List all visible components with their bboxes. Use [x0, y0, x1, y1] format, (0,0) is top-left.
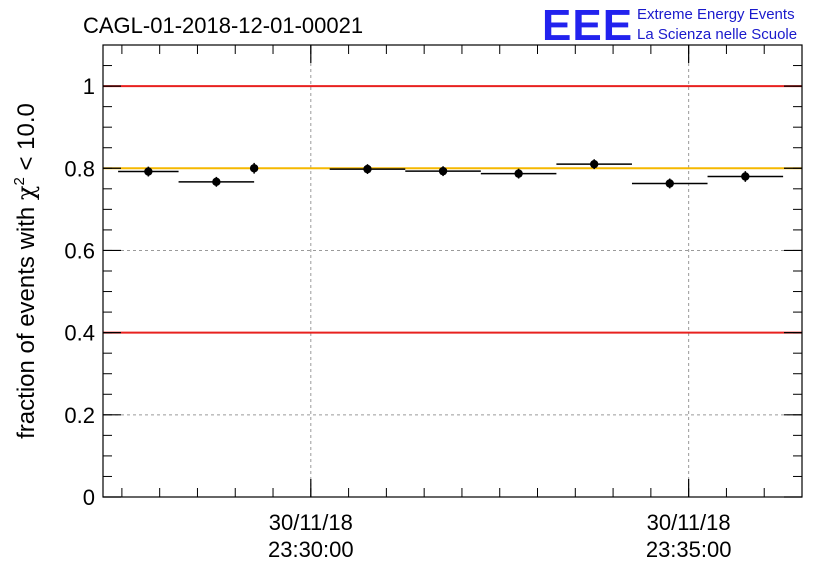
- point-marker: [212, 177, 221, 187]
- y-tick-label: 1: [83, 74, 95, 99]
- run-id-title: CAGL-01-2018-12-01-00021: [83, 13, 363, 38]
- x-tick-label-date: 30/11/18: [647, 510, 731, 535]
- y-axis-title: fraction of events with χ2 < 10.0: [11, 103, 40, 439]
- x-tick-label-date: 30/11/18: [269, 510, 353, 535]
- axis-ticks: [103, 44, 802, 498]
- point-marker: [438, 166, 448, 176]
- point-marker: [665, 179, 674, 188]
- eee-logo: EEE Extreme Energy Events La Scienza nel…: [542, 1, 797, 50]
- point-marker: [741, 172, 750, 181]
- point-marker: [589, 159, 599, 169]
- x-tick-label-time: 23:30:00: [268, 537, 354, 562]
- data-point: [631, 178, 708, 189]
- logo-eee-text: EEE: [542, 1, 633, 50]
- logo-line-1: Extreme Energy Events: [637, 6, 795, 23]
- point-marker: [249, 164, 259, 173]
- data-point: [556, 159, 632, 170]
- plot-frame: [102, 44, 803, 498]
- y-tick-label: 0: [83, 485, 95, 510]
- data-point: [329, 164, 406, 175]
- point-marker: [514, 169, 523, 178]
- data-point: [480, 168, 557, 179]
- data-point: [178, 176, 255, 187]
- y-tick-label: 0.6: [64, 238, 95, 263]
- data-point: [405, 166, 481, 177]
- data-point: [249, 162, 259, 174]
- x-tick-label-time: 23:35:00: [646, 537, 732, 562]
- data-point: [707, 171, 784, 182]
- point-marker: [144, 167, 153, 176]
- tick-labels: 00.20.40.60.8130/11/1823:30:0030/11/1823…: [64, 74, 731, 562]
- y-tick-label: 0.2: [64, 403, 95, 428]
- y-tick-label: 0.4: [64, 321, 95, 346]
- reference-lines: [103, 85, 802, 334]
- y-tick-label: 0.8: [64, 156, 95, 181]
- logo-line-2: La Scienza nelle Scuole: [637, 26, 797, 43]
- grid-lines: [103, 45, 802, 497]
- data-points: [118, 159, 784, 189]
- point-marker: [363, 164, 372, 174]
- data-point: [118, 166, 179, 177]
